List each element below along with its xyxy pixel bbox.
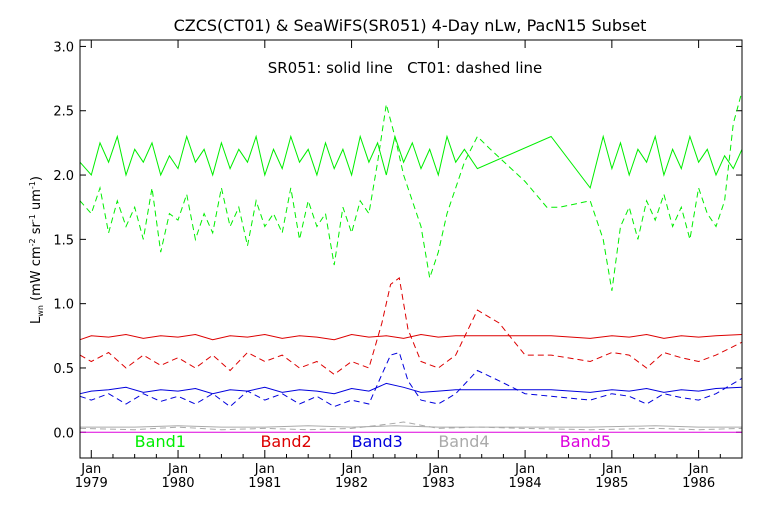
x-tick-year: 1986 xyxy=(682,476,715,491)
y-axis-label-exp1: -2 xyxy=(28,238,37,246)
series-line-band1-solid xyxy=(79,134,743,190)
y-axis-label-sr: sr xyxy=(29,222,44,239)
y-axis-label-exp2: -1 xyxy=(28,214,37,222)
legend-item-band2: Band2 xyxy=(260,432,311,451)
x-tick-month: Jan xyxy=(427,462,448,477)
x-tick-month: Jan xyxy=(167,462,188,477)
series-line-band3-solid xyxy=(79,382,743,395)
series-line-band2-solid xyxy=(79,333,743,341)
plot-frame xyxy=(79,39,743,459)
y-tick-label: 2.5 xyxy=(53,105,74,120)
chart-subtitle: SR051: solid line CT01: dashed line xyxy=(268,59,543,77)
x-tick-year: 1979 xyxy=(75,476,108,491)
y-axis: 0.0 0.5 1.0 1.5 2.0 2.5 3.0 xyxy=(53,40,742,441)
x-tick-year: 1983 xyxy=(422,476,455,491)
x-tick-month: Jan xyxy=(254,462,275,477)
y-axis-label-main: L xyxy=(29,316,44,324)
series-group xyxy=(79,91,743,433)
y-tick-label: 0.0 xyxy=(53,426,74,441)
x-tick-year: 1985 xyxy=(595,476,628,491)
svg-text:Lwn (mW cm-2 sr-1 um-1): Lwn (mW cm-2 sr-1 um-1) xyxy=(28,176,45,324)
x-tick-month: Jan xyxy=(341,462,362,477)
x-tick-month: Jan xyxy=(601,462,622,477)
legend-item-band3: Band3 xyxy=(352,432,403,451)
legend-item-band1: Band1 xyxy=(135,432,186,451)
x-axis: Jan1979Jan1980Jan1981Jan1982Jan1983Jan19… xyxy=(75,40,743,491)
y-tick-label: 3.0 xyxy=(53,40,74,55)
y-tick-label: 1.0 xyxy=(53,298,74,313)
y-axis-label: Lwn (mW cm-2 sr-1 um-1) xyxy=(28,176,45,324)
x-tick-month: Jan xyxy=(688,462,709,477)
y-tick-label: 0.5 xyxy=(53,362,74,377)
y-tick-label: 1.5 xyxy=(53,233,74,248)
y-tick-label: 2.0 xyxy=(53,169,74,184)
y-axis-label-um: um xyxy=(29,189,44,214)
series-line-band4-dashed xyxy=(79,421,743,431)
series-line-band2-dashed xyxy=(79,277,743,376)
series-line-band1-dashed xyxy=(79,91,743,291)
x-tick-year: 1981 xyxy=(248,476,281,491)
y-axis-label-exp3: -1 xyxy=(28,181,37,189)
x-tick-month: Jan xyxy=(80,462,101,477)
legend-item-band4: Band4 xyxy=(438,432,489,451)
x-tick-year: 1984 xyxy=(509,476,542,491)
series-line-band4-solid xyxy=(80,425,742,428)
y-axis-label-sub: wn xyxy=(36,305,45,317)
x-tick-year: 1980 xyxy=(161,476,194,491)
x-tick-month: Jan xyxy=(514,462,535,477)
series-line-band3-dashed xyxy=(79,351,743,408)
x-tick-year: 1982 xyxy=(335,476,368,491)
legend: Band1 Band2 Band3 Band4 Band5 xyxy=(135,432,611,451)
y-axis-label-units: (mW cm xyxy=(29,246,44,305)
legend-item-band5: Band5 xyxy=(560,432,611,451)
y-axis-label-close: ) xyxy=(29,176,44,181)
chart-title: CZCS(CT01) & SeaWiFS(SR051) 4-Day nLw, P… xyxy=(174,16,647,35)
